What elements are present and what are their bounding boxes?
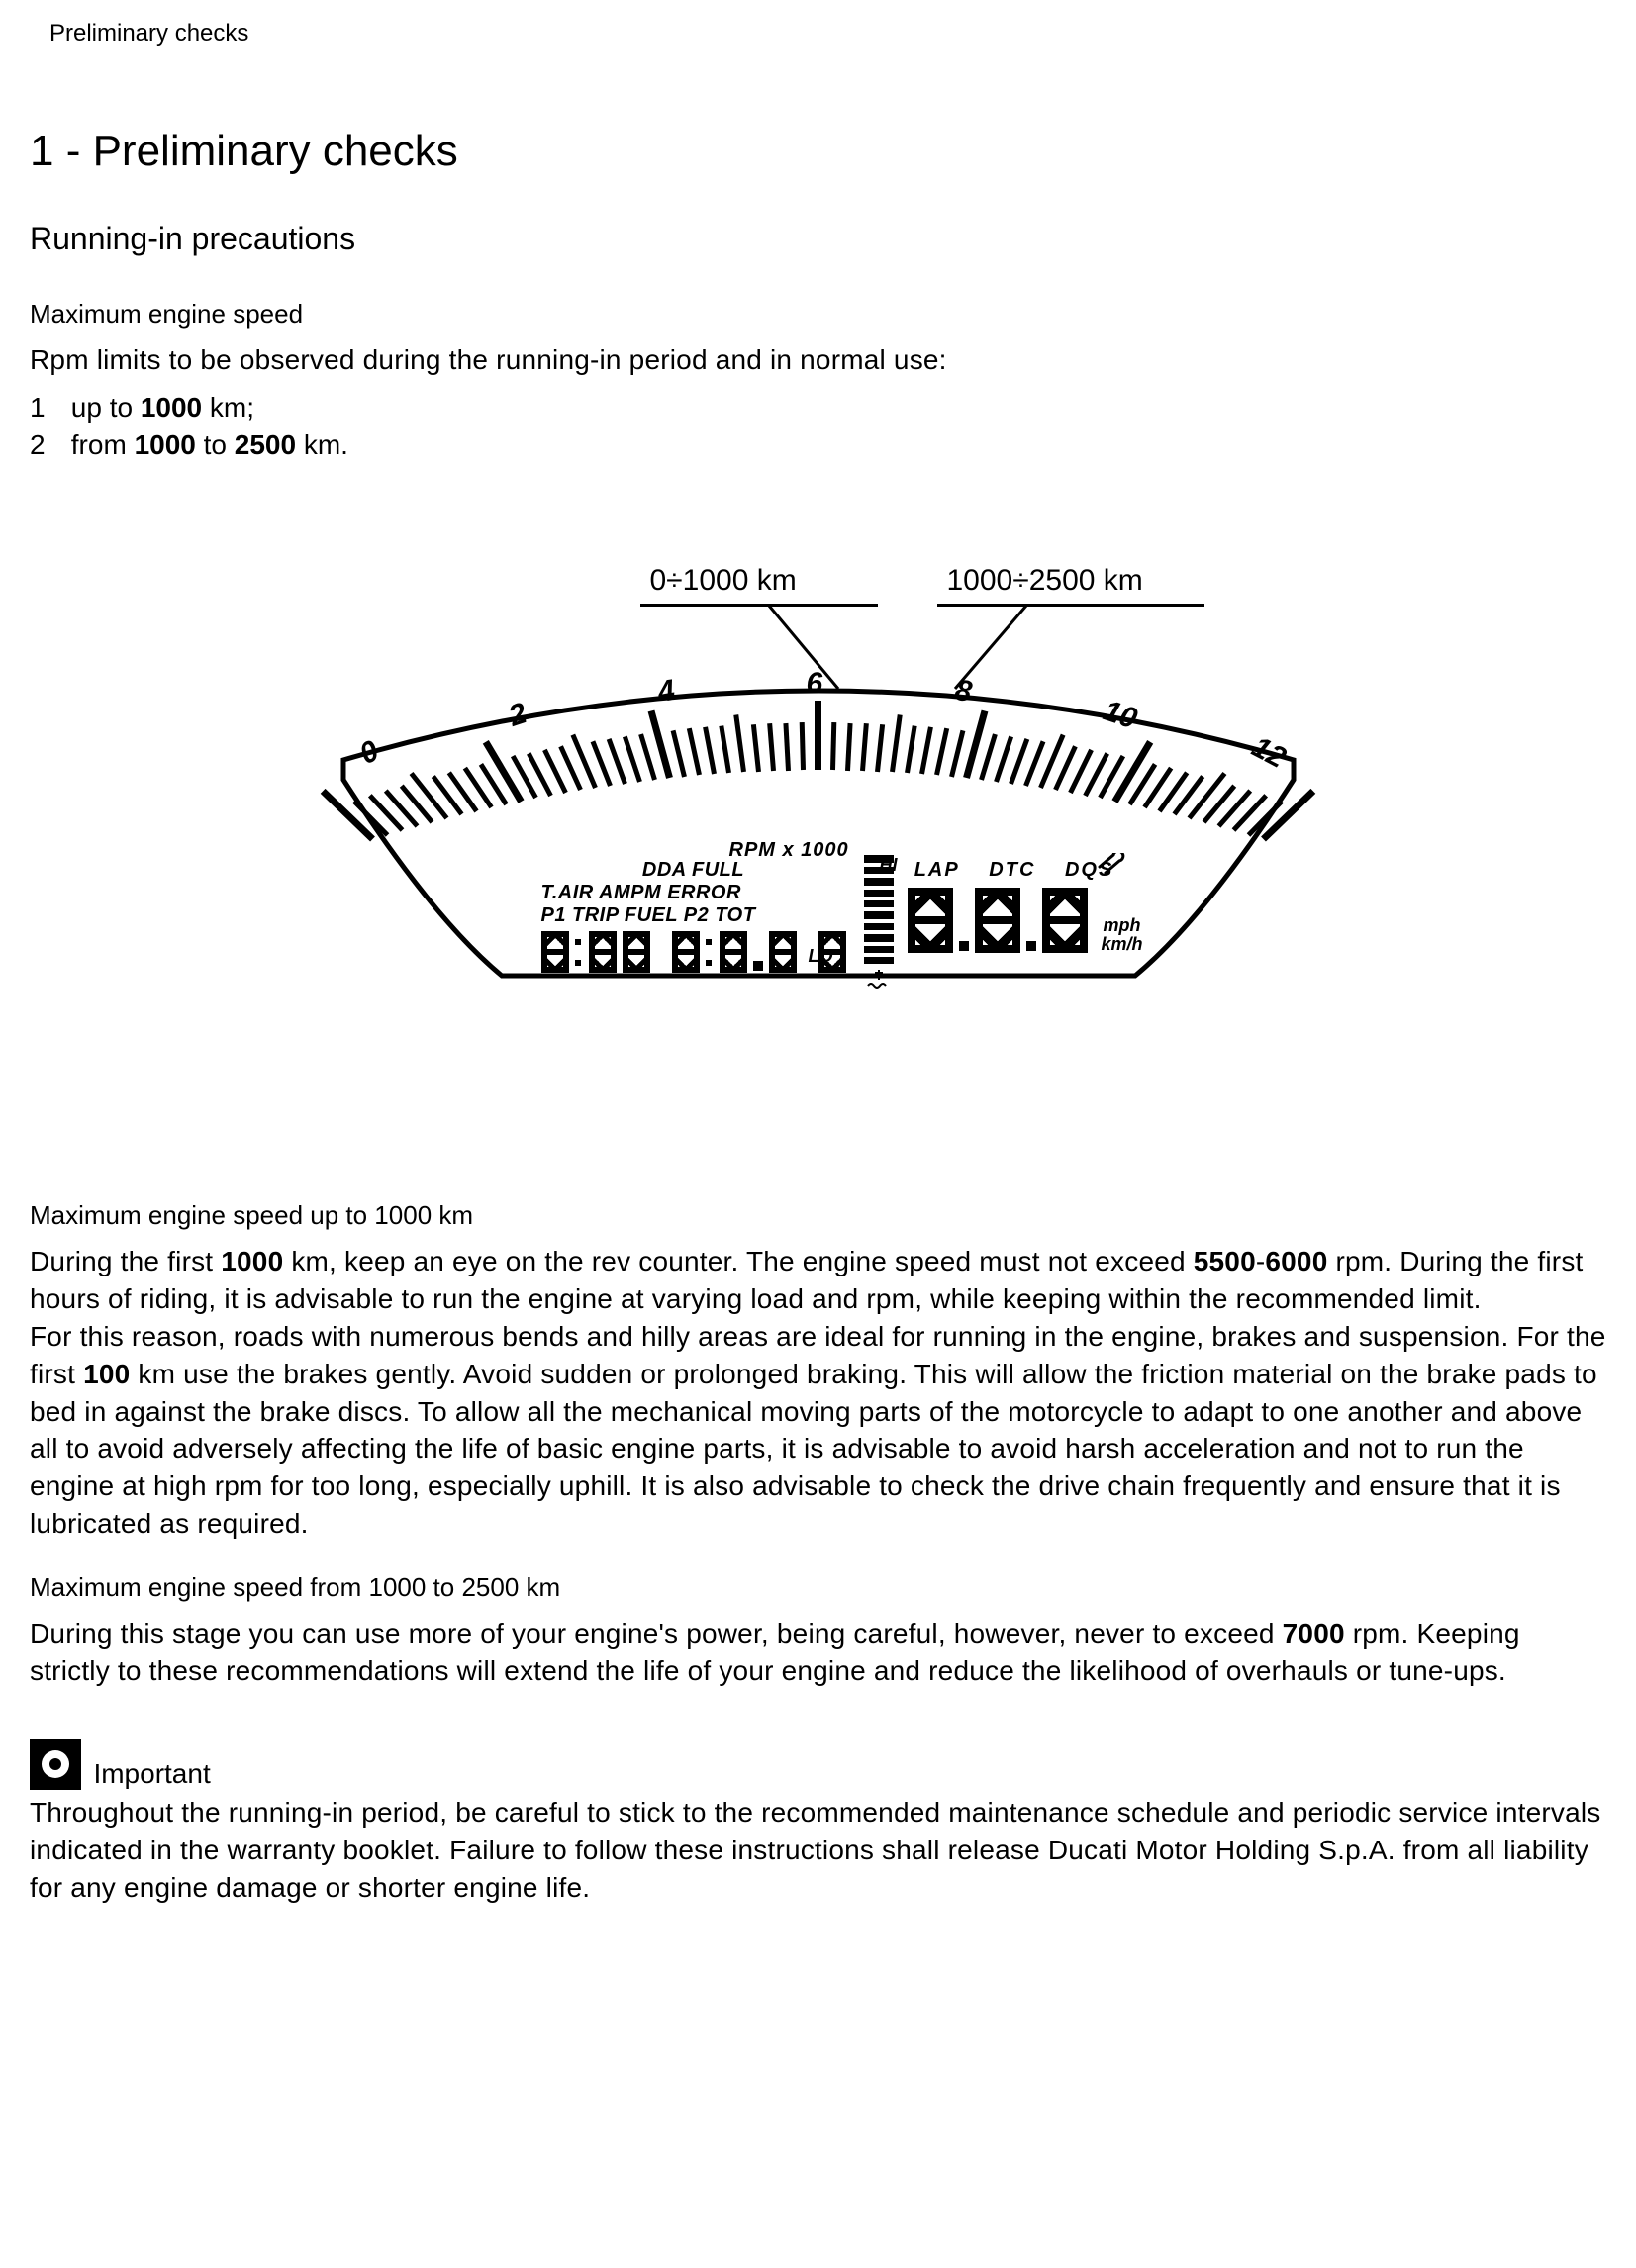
seg-digit [975,888,1020,953]
text-run: km, keep an eye on the rev counter. The … [283,1246,1193,1276]
text-bold: 1000 [221,1246,283,1276]
figure-container: 0÷1000 km 1000÷2500 km 024681012 RPM x 1… [30,582,1606,1002]
callout-left: 0÷1000 km [650,564,797,598]
coolant-temp-icon [864,970,894,994]
seg-digit [589,931,617,973]
list-bold: 2500 [235,429,296,460]
seg-colon [706,931,714,973]
seg-colon [575,931,583,973]
important-label: Important [93,1758,210,1789]
list-bold: 1000 [135,429,196,460]
seg-digit [623,931,650,973]
list-num: 1 [30,389,63,426]
list-item-2: 2 from 1000 to 2500 km. [30,426,1606,464]
page-title: 1 - Preliminary checks [30,127,1606,176]
text-bold: 5500 [1194,1246,1256,1276]
list-text: to [196,429,235,460]
important-icon [30,1739,81,1790]
text-run: During the first [30,1246,221,1276]
callout-right-underline [937,604,1204,607]
callout-right: 1000÷2500 km [947,564,1143,598]
subheading-upto-1000: Maximum engine speed up to 1000 km [30,1200,1606,1231]
list-bold: 1000 [141,392,202,423]
list-text: km. [296,429,348,460]
list-num: 2 [30,426,63,464]
label-lap: LAP [914,859,960,882]
list-text: up to [71,392,141,423]
body-paragraph: During the first 1000 km, keep an eye on… [30,1243,1606,1542]
tachometer-figure: 0÷1000 km 1000÷2500 km 024681012 RPM x 1… [314,582,1323,997]
subheading-max-speed: Maximum engine speed [30,299,1606,330]
seg-digit [541,931,569,973]
lcd-mid-panel: HI LO [809,855,898,876]
lcd-right-labels: LAP DTC DQS [908,859,1143,882]
unit-labels: mph km/h [1102,916,1143,954]
lcd-line: P1 TRIP FUEL P2 TOT [541,904,846,927]
seg-digit [720,931,747,973]
text-bold: 6000 [1265,1246,1327,1276]
breadcrumb: Preliminary checks [49,20,1606,47]
lcd-right-panel: LAP DTC DQS mph km/h [908,859,1143,953]
text-bold: 7000 [1283,1618,1345,1649]
seg-digit [769,931,797,973]
seg-digit [1042,888,1088,953]
callout-left-underline [640,604,878,607]
text-run: km use the brakes gently. Avoid sudden o… [30,1359,1597,1539]
lcd-digits-left [541,931,846,973]
seg-digit [672,931,700,973]
lcd-left-panel: DDA FULL T.AIR AMPM ERROR P1 TRIP FUEL P… [541,859,846,973]
lcd-digits-right: mph km/h [908,888,1143,953]
lo-label: LO [809,946,833,967]
text-run: During this stage you can use more of yo… [30,1618,1283,1649]
intro-text: Rpm limits to be observed during the run… [30,341,1606,379]
list-text: from [71,429,135,460]
seg-dot [959,941,969,951]
seg-digit [908,888,953,953]
label-dtc: DTC [989,859,1035,882]
page: Preliminary checks 1 - Preliminary check… [0,0,1636,2268]
text-bold: 100 [83,1359,130,1389]
temp-bar [864,855,894,964]
lcd-line: DDA FULL [541,859,846,882]
list-text: km; [202,392,254,423]
lcd-line: T.AIR AMPM ERROR [541,882,846,904]
text-run: - [1256,1246,1266,1276]
section-title-running-in: Running-in precautions [30,221,1606,257]
unit-mph: mph [1102,916,1143,935]
body-paragraph: During this stage you can use more of yo… [30,1615,1606,1690]
wrench-icon [1096,853,1125,881]
important-block: Important Throughout the running-in peri… [30,1739,1606,1906]
seg-dot [1026,941,1036,951]
unit-kmh: km/h [1102,935,1143,954]
subheading-1000-2500: Maximum engine speed from 1000 to 2500 k… [30,1572,1606,1603]
important-text: Throughout the running-in period, be car… [30,1794,1606,1906]
list-item-1: 1 up to 1000 km; [30,389,1606,426]
seg-dot [753,961,763,971]
